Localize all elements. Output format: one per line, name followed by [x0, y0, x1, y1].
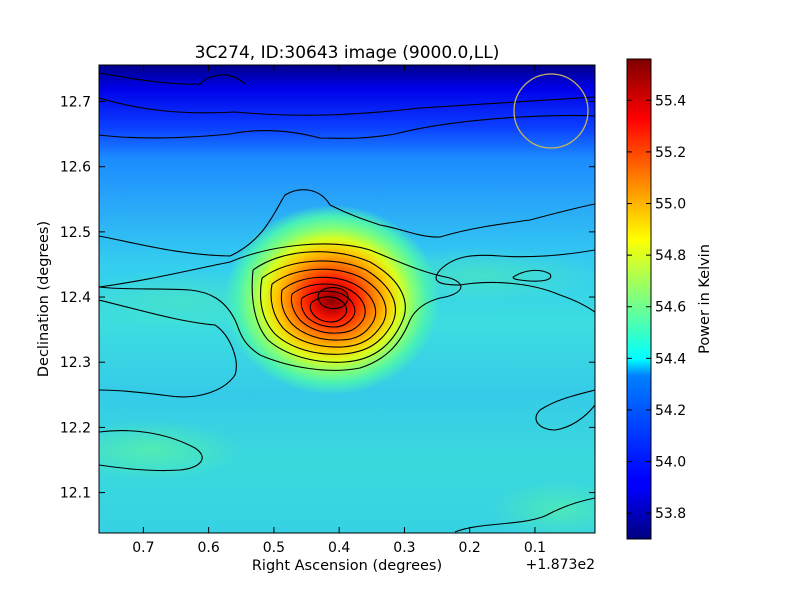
y-tick-label: 12.2 [60, 420, 91, 436]
colorbar-label: Power in Kelvin [697, 244, 713, 354]
y-tick-label: 12.1 [60, 486, 91, 502]
colorbar-tick-label: 54.2 [655, 403, 686, 419]
colorbar-tick-label: 55.4 [655, 93, 686, 109]
x-tick-label: 0.1 [524, 540, 546, 556]
x-offset-label: +1.873e2 [526, 557, 595, 573]
heatmap-image [99, 65, 595, 533]
x-tick-label: 0.6 [198, 540, 220, 556]
x-tick-label: 0.7 [132, 540, 154, 556]
x-tick-label: 0.5 [263, 540, 285, 556]
colorbar-tick-label: 54.4 [655, 351, 686, 367]
x-axis-label: Right Ascension (degrees) [252, 558, 442, 574]
y-axis: 12.1 12.2 12.3 12.4 12.5 12.6 12.7 [60, 95, 595, 502]
x-tick-label: 0.2 [459, 540, 481, 556]
colorbar-tick-label: 55.0 [655, 197, 686, 213]
y-tick-label: 12.7 [60, 95, 91, 111]
contour-lines [99, 72, 595, 533]
y-axis-label: Declination (degrees) [36, 221, 52, 377]
colorbar-gradient [626, 58, 652, 540]
colorbar-tick-label: 54.0 [655, 455, 686, 471]
colorbar-tick-label: 55.2 [655, 145, 686, 161]
source-peak [224, 205, 440, 395]
beam-circle [513, 73, 589, 149]
colorbar-tick-label: 54.6 [655, 300, 686, 316]
colorbar-tick-label: 53.8 [655, 506, 686, 522]
x-axis: 0.7 0.6 0.5 0.4 0.3 0.2 0.1 [132, 65, 546, 556]
plot-frame [98, 64, 596, 534]
x-tick-label: 0.3 [393, 540, 415, 556]
y-tick-label: 12.5 [60, 225, 91, 241]
y-tick-label: 12.4 [60, 290, 91, 306]
colorbar: 53.8 54.0 54.2 54.4 54.6 54.8 55.0 55.2 55.4 Pow… [626, 58, 713, 540]
colorbar-ticks: 53.8 54.0 54.2 54.4 54.6 54.8 55.0 55.2 55.4 [627, 93, 686, 522]
y-tick-label: 12.3 [60, 355, 91, 371]
chart-title: 3C274, ID:30643 image (9000.0,LL) [195, 43, 500, 63]
x-tick-label: 0.4 [328, 540, 350, 556]
y-tick-label: 12.6 [60, 160, 91, 176]
colorbar-tick-label: 54.8 [655, 248, 686, 264]
